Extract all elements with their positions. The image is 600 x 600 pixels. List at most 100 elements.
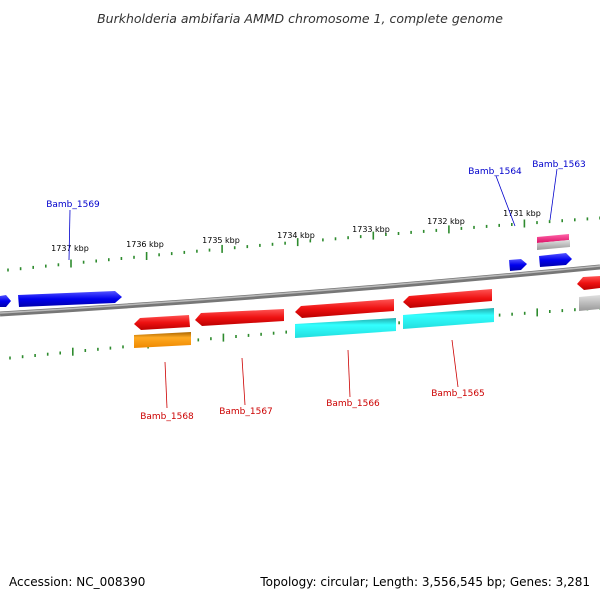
upper-track-minor-tick xyxy=(347,236,349,240)
lower-track-major-tick xyxy=(72,347,74,356)
upper-track-minor-tick xyxy=(271,242,274,246)
upper-track-minor-tick xyxy=(574,218,576,222)
gene-arrow-bamb-1569[interactable] xyxy=(18,291,122,307)
lower-track-minor-tick xyxy=(9,356,11,360)
upper-track-minor-tick xyxy=(246,245,249,249)
lower-track-minor-tick xyxy=(46,352,49,356)
gene-arrow-right-edge[interactable] xyxy=(577,276,600,290)
chromosome-backbone-highlight xyxy=(0,265,600,314)
gene-arrow-bamb-1563[interactable] xyxy=(539,253,572,267)
upper-track-minor-tick xyxy=(586,217,589,221)
gene-arrow-left-edge[interactable] xyxy=(0,295,11,307)
gene-label-bamb-1565[interactable]: Bamb_1565 xyxy=(431,389,485,399)
lower-track-major-tick xyxy=(222,333,225,342)
upper-track-major-tick xyxy=(145,252,148,260)
upper-track-minor-tick xyxy=(183,250,186,254)
genome-summary-text: Topology: circular; Length: 3,556,545 bp… xyxy=(260,575,590,589)
lower-track-minor-tick xyxy=(210,337,212,341)
gene-arrow-bamb-1565-cyan xyxy=(403,308,494,329)
upper-track-minor-tick xyxy=(410,230,412,234)
upper-track-minor-tick xyxy=(435,228,438,232)
gene-label-bamb-1567[interactable]: Bamb_1567 xyxy=(219,407,273,417)
gene-label-bamb-1569[interactable]: Bamb_1569 xyxy=(46,200,100,210)
upper-track-minor-tick xyxy=(45,264,47,268)
reverse-leader-lines xyxy=(164,339,459,409)
upper-track-minor-tick xyxy=(536,221,538,225)
upper-track-minor-tick xyxy=(95,259,97,263)
upper-track-minor-tick xyxy=(233,246,236,250)
upper-track-minor-tick xyxy=(133,255,135,259)
kbp-label-1732: 1732 kbp xyxy=(427,217,465,226)
forward-leader-lines xyxy=(68,168,558,261)
upper-track-minor-tick xyxy=(196,249,198,253)
upper-track-minor-tick xyxy=(473,225,475,229)
gene-arrow-bamb-1566-cyan xyxy=(295,318,396,338)
lower-track-minor-tick xyxy=(235,335,237,338)
gene-label-bamb-1566[interactable]: Bamb_1566 xyxy=(326,399,380,409)
lower-track-minor-tick xyxy=(84,349,87,352)
upper-track-minor-tick xyxy=(7,268,9,272)
kbp-label-1736: 1736 kbp xyxy=(126,240,164,249)
upper-track-minor-tick xyxy=(322,238,324,242)
lower-track-minor-tick xyxy=(260,332,262,336)
upper-tick-track xyxy=(7,216,600,272)
gene-arrow-bamb-1566[interactable] xyxy=(295,299,394,318)
gene-arrow-bamb-1565[interactable] xyxy=(403,289,492,308)
gene-arrow-bamb-1563-pink xyxy=(537,234,569,243)
reverse-genes xyxy=(134,276,600,348)
lower-track-minor-tick xyxy=(34,354,36,357)
gene-label-bamb-1568[interactable]: Bamb_1568 xyxy=(140,412,194,422)
kbp-label-1735: 1735 kbp xyxy=(202,236,240,245)
upper-track-minor-tick xyxy=(19,267,22,271)
kbp-label-1737: 1737 kbp xyxy=(51,244,89,253)
lower-track-minor-tick xyxy=(523,311,526,315)
lower-track-minor-tick xyxy=(574,308,576,312)
forward-genes xyxy=(0,234,572,307)
gene-arrow-bamb-1568[interactable] xyxy=(134,315,190,330)
lower-track-minor-tick xyxy=(549,310,551,313)
gene-arrow-bamb-1568-orange xyxy=(134,332,191,348)
lower-track-minor-tick xyxy=(398,321,400,325)
upper-track-major-tick xyxy=(221,244,223,253)
map-title: Burkholderia ambifaria AMMD chromosome 1… xyxy=(97,11,503,26)
lower-track-major-tick xyxy=(536,308,538,317)
gene-label-bamb-1563[interactable]: Bamb_1563 xyxy=(532,160,586,170)
upper-track-minor-tick xyxy=(309,239,312,243)
lower-track-minor-tick xyxy=(21,355,24,359)
upper-track-minor-tick xyxy=(485,224,488,228)
kbp-label-1733: 1733 kbp xyxy=(352,225,390,234)
gene-arrow-bamb-1563-gray xyxy=(537,240,570,250)
gene-label-bamb-1564[interactable]: Bamb_1564 xyxy=(468,167,522,177)
upper-track-major-tick xyxy=(372,231,375,240)
forward-gene-labels: Bamb_1569 Bamb_1564 Bamb_1563 xyxy=(46,160,586,210)
lower-track-minor-tick xyxy=(122,345,124,349)
upper-track-major-tick xyxy=(448,225,450,234)
upper-track-minor-tick xyxy=(32,265,34,269)
upper-track-minor-tick xyxy=(385,233,387,236)
upper-track-major-tick xyxy=(523,219,526,228)
upper-track-minor-tick xyxy=(561,219,563,223)
lower-track-minor-tick xyxy=(511,312,513,316)
gene-arrow-bamb-1567[interactable] xyxy=(195,309,284,326)
upper-track-minor-tick xyxy=(208,248,211,252)
accession-text: Accession: NC_008390 xyxy=(9,575,146,589)
gene-arrow-right-edge-gray xyxy=(579,295,600,311)
upper-track-minor-tick xyxy=(359,235,362,239)
gene-arrow-bamb-1564[interactable] xyxy=(509,259,527,271)
lower-track-minor-tick xyxy=(285,330,287,334)
upper-track-minor-tick xyxy=(170,252,173,256)
upper-track-minor-tick xyxy=(460,226,463,230)
upper-track-minor-tick xyxy=(82,260,85,264)
lower-track-minor-tick xyxy=(561,309,564,313)
upper-track-major-tick xyxy=(296,238,299,247)
upper-track-minor-tick xyxy=(57,263,60,267)
kbp-label-1731: 1731 kbp xyxy=(503,209,541,218)
reverse-gene-labels: Bamb_1568 Bamb_1567 Bamb_1566 Bamb_1565 xyxy=(140,389,485,422)
lower-track-minor-tick xyxy=(59,351,61,355)
lower-track-minor-tick xyxy=(97,347,99,351)
upper-track-minor-tick xyxy=(108,258,110,262)
upper-track-minor-tick xyxy=(548,220,551,224)
lower-track-minor-tick xyxy=(247,333,250,337)
